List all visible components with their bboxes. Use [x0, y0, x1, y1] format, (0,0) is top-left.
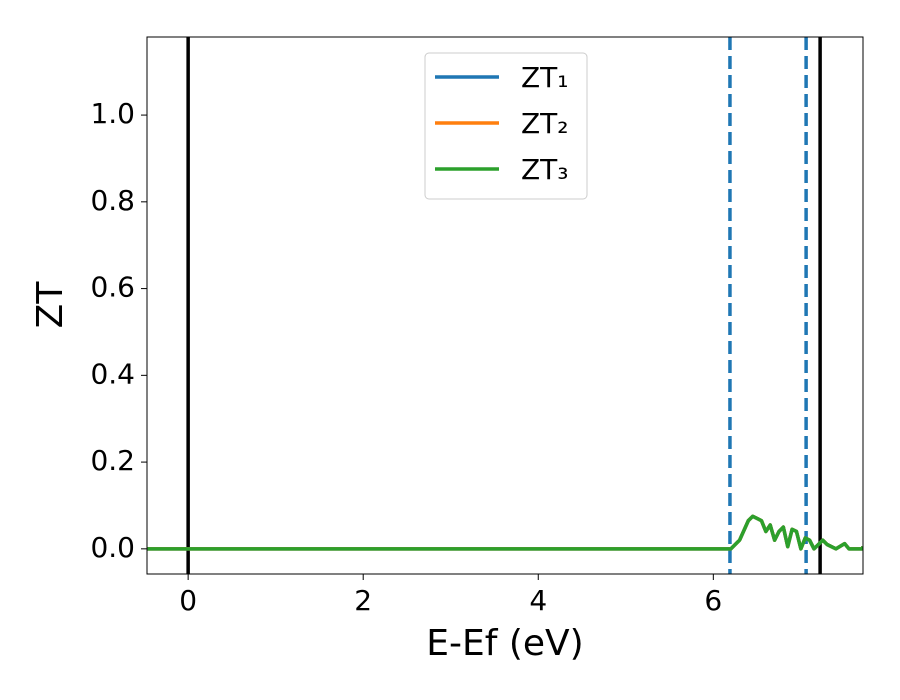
y-tick-label: 0.6 [90, 271, 135, 304]
y-tick-label: 1.0 [90, 97, 135, 130]
legend-label: ZT₃ [521, 153, 569, 186]
series-line [147, 514, 863, 551]
y-axis-label: ZT [30, 281, 71, 329]
x-tick-label: 6 [704, 584, 722, 617]
series-line [147, 514, 863, 551]
x-axis-label: E-Ef (eV) [426, 623, 583, 664]
x-tick-label: 0 [179, 584, 197, 617]
x-tick-label: 4 [529, 584, 547, 617]
plot-frame [146, 36, 864, 575]
y-tick-label: 0.4 [90, 357, 135, 390]
x-tick-label: 2 [354, 584, 372, 617]
series-line [147, 514, 863, 551]
legend-label: ZT₁ [521, 61, 569, 94]
y-tick-label: 0.2 [90, 444, 135, 477]
legend-box [424, 52, 588, 200]
y-tick-label: 0.0 [90, 531, 135, 564]
legend-label: ZT₂ [521, 107, 569, 140]
plot-area [147, 37, 863, 574]
y-tick-label: 0.8 [90, 184, 135, 217]
